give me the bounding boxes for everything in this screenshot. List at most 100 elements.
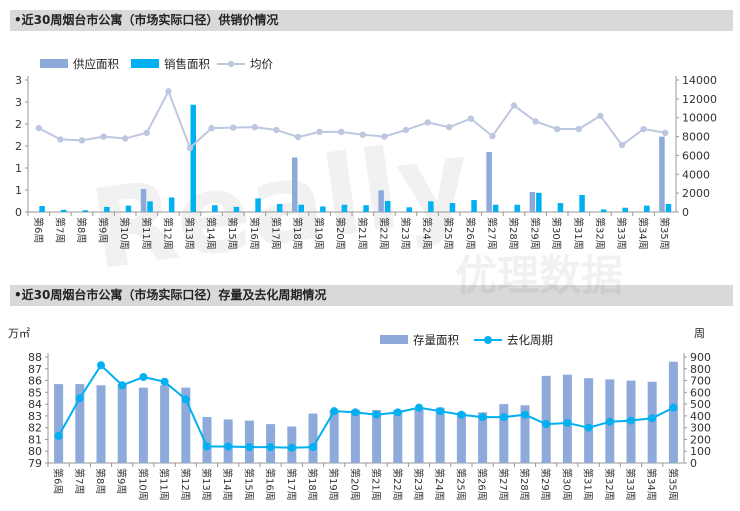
x-tick-label: 第26周	[464, 217, 477, 250]
right-tick-label: 300	[690, 422, 711, 435]
x-tick-label: 第11周	[158, 468, 171, 501]
x-tick-label: 第9周	[115, 468, 128, 494]
x-tick-label: 第19周	[313, 217, 326, 250]
point-去化周期	[605, 417, 614, 426]
right-tick-label: 2000	[682, 187, 710, 200]
x-tick-label: 第20周	[348, 468, 361, 501]
bar-存量面积	[160, 385, 170, 463]
bar-销售面积	[39, 206, 45, 212]
right-tick-label: 900	[690, 351, 711, 364]
bar-存量面积	[181, 387, 191, 463]
x-tick-label: 第10周	[136, 468, 149, 501]
x-tick-label: 第27周	[485, 217, 498, 250]
left-tick-label: 85	[28, 386, 42, 399]
bar-存量面积	[541, 375, 551, 463]
point-均价	[57, 136, 64, 143]
bar-销售面积	[104, 206, 110, 212]
bar-供应面积	[486, 151, 492, 212]
x-tick-label: 第22周	[391, 468, 404, 501]
x-tick-label: 第29周	[539, 468, 552, 501]
point-均价	[78, 137, 86, 144]
bar-存量面积	[138, 387, 148, 463]
bar-存量面积	[96, 385, 106, 463]
x-tick-label: 第33周	[624, 468, 637, 501]
bar-销售面积	[82, 210, 88, 212]
x-tick-label: 第23周	[399, 217, 412, 250]
bar-销售面积	[233, 206, 240, 212]
watermark-text-cn: 优理数据	[455, 251, 623, 300]
point-去化周期	[478, 413, 487, 422]
point-均价	[510, 102, 518, 109]
x-tick-label: 第22周	[377, 217, 390, 250]
legend-swatch	[380, 335, 408, 344]
right-tick-label: 14000	[682, 74, 717, 87]
left-tick-label: 2	[15, 118, 22, 131]
x-tick-label: 第28周	[507, 217, 520, 250]
bar-存量面积	[308, 413, 318, 463]
bar-供应面积	[292, 157, 298, 212]
x-tick-label: 第24周	[421, 217, 434, 250]
x-tick-label: 第12周	[179, 468, 192, 501]
point-均价	[618, 141, 626, 149]
x-tick-label: 第10周	[118, 217, 131, 250]
x-tick-label: 第30周	[550, 217, 563, 250]
left-tick-label: 86	[28, 375, 42, 388]
left-tick-label: 79	[28, 457, 42, 470]
left-tick-label: 88	[28, 351, 42, 364]
x-tick-label: 第16周	[248, 217, 261, 250]
legend-swatch-dot	[227, 60, 235, 68]
bar-销售面积	[320, 206, 326, 212]
left-tick-label: 1	[15, 184, 22, 197]
bar-存量面积	[117, 384, 127, 463]
bar-销售面积	[168, 197, 175, 212]
point-去化周期	[224, 442, 233, 451]
left-tick-label: 82	[28, 422, 42, 435]
point-均价	[208, 124, 215, 132]
x-tick-label: 第6周	[52, 468, 65, 494]
right-tick-label: 0	[690, 457, 697, 470]
right-tick-label: 600	[690, 386, 711, 399]
bar-销售面积	[557, 203, 564, 212]
x-tick-label: 第17周	[269, 217, 282, 250]
point-去化周期	[457, 410, 466, 419]
point-均价	[446, 123, 453, 131]
x-tick-label: 第21周	[356, 217, 369, 250]
point-均价	[230, 124, 237, 131]
point-去化周期	[542, 420, 551, 429]
legend-label: 均价	[250, 57, 273, 71]
bar-销售面积	[384, 200, 391, 212]
left-tick-label: 3	[15, 74, 22, 87]
bar-存量面积	[414, 407, 424, 463]
series-line-均价	[38, 88, 666, 150]
x-tick-label: 第25周	[442, 217, 455, 250]
left-tick-label: 0	[15, 206, 22, 219]
x-tick-label: 第7周	[73, 468, 86, 494]
bar-销售面积	[276, 203, 283, 212]
x-tick-label: 第31周	[582, 468, 595, 501]
right-tick-label: 800	[690, 363, 711, 376]
point-均价	[467, 115, 474, 122]
bar-供应面积	[378, 190, 384, 212]
bar-销售面积	[428, 201, 434, 212]
point-均价	[316, 128, 323, 136]
legend-swatch-dot	[484, 336, 492, 344]
point-均价	[186, 144, 194, 152]
point-去化周期	[160, 377, 169, 386]
bar-存量面积	[435, 407, 445, 463]
point-去化周期	[499, 413, 508, 422]
bar-销售面积	[622, 207, 628, 212]
right-tick-label: 200	[690, 433, 711, 446]
x-tick-label: 第12周	[161, 217, 174, 250]
top-chart-title: •近30周烟台市公寓（市场实际口径）供销价情况	[10, 10, 733, 31]
right-tick-label: 700	[690, 375, 711, 388]
x-tick-label: 第27周	[497, 468, 510, 501]
bar-销售面积	[255, 198, 261, 212]
point-去化周期	[54, 431, 63, 440]
bar-销售面积	[190, 104, 196, 212]
bar-存量面积	[584, 378, 594, 463]
bar-存量面积	[668, 361, 678, 463]
bar-销售面积	[406, 207, 412, 212]
bar-存量面积	[372, 410, 382, 463]
